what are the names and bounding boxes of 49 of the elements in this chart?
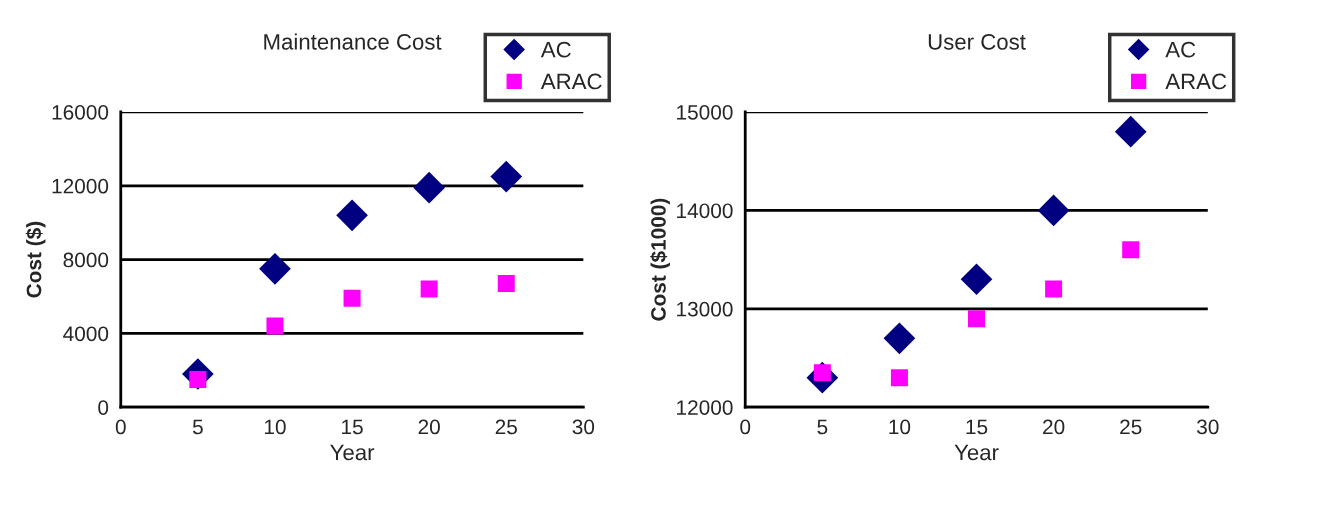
- x-tick-label: 20: [1043, 419, 1065, 435]
- point: [883, 322, 916, 355]
- legend-label: ARAC: [540, 73, 602, 90]
- point: [497, 275, 515, 293]
- point: [1114, 115, 1147, 148]
- y-tick-label: 12000: [52, 178, 109, 194]
- point: [960, 263, 993, 296]
- x-tick-label: 30: [572, 419, 595, 435]
- x-tick-label: 20: [418, 419, 440, 435]
- point: [1122, 241, 1140, 259]
- x-axis-title: Year: [330, 444, 375, 461]
- x-tick-label: 15: [342, 419, 363, 435]
- point: [968, 310, 986, 328]
- point: [266, 317, 284, 335]
- legend-label: ARAC: [1165, 73, 1227, 90]
- x-tick-label: 25: [1120, 419, 1142, 435]
- y-tick-label: 8000: [63, 252, 109, 268]
- x-tick-label: 10: [264, 419, 286, 435]
- x-tick-label: 5: [192, 419, 203, 435]
- y-tick-label: 16000: [52, 104, 109, 120]
- chart-title: User Cost: [928, 33, 1026, 50]
- point: [343, 289, 361, 307]
- x-tick-label: 5: [817, 419, 828, 435]
- point: [1037, 194, 1070, 227]
- chart-title: Maintenance Cost: [264, 33, 442, 50]
- legend-label: AC: [540, 41, 571, 58]
- x-tick-label: 25: [495, 419, 517, 435]
- x-axis-title: Year: [954, 444, 999, 461]
- point: [336, 199, 368, 232]
- x-tick-label: 10: [889, 419, 911, 435]
- x-tick-label: 0: [740, 419, 751, 435]
- y-tick-label: 12000: [677, 400, 733, 415]
- y-axis-title: Cost ($): [25, 221, 46, 298]
- point: [890, 369, 908, 387]
- point: [413, 171, 445, 204]
- y-tick-label: 13000: [677, 301, 733, 317]
- point: [1045, 280, 1063, 298]
- x-tick-label: 0: [115, 419, 126, 435]
- point: [490, 160, 523, 193]
- x-tick-label: 30: [1197, 419, 1219, 435]
- y-tick-label: 14000: [677, 203, 733, 219]
- y-tick-label: 0: [98, 400, 109, 415]
- y-axis-title: Cost ($1000): [650, 198, 670, 321]
- x-tick-label: 15: [966, 419, 988, 435]
- point: [259, 252, 291, 285]
- point: [420, 280, 438, 298]
- y-tick-label: 15000: [677, 104, 733, 120]
- y-tick-label: 4000: [63, 326, 109, 342]
- legend-label: AC: [1165, 41, 1196, 58]
